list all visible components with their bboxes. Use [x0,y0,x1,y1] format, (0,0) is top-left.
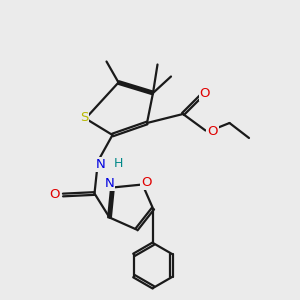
Text: N: N [105,177,114,190]
Text: O: O [141,176,152,189]
Text: N: N [96,158,106,171]
Text: O: O [200,86,210,100]
Text: O: O [207,125,217,139]
Text: O: O [50,188,60,202]
Text: H: H [114,157,123,170]
Text: S: S [80,111,88,124]
